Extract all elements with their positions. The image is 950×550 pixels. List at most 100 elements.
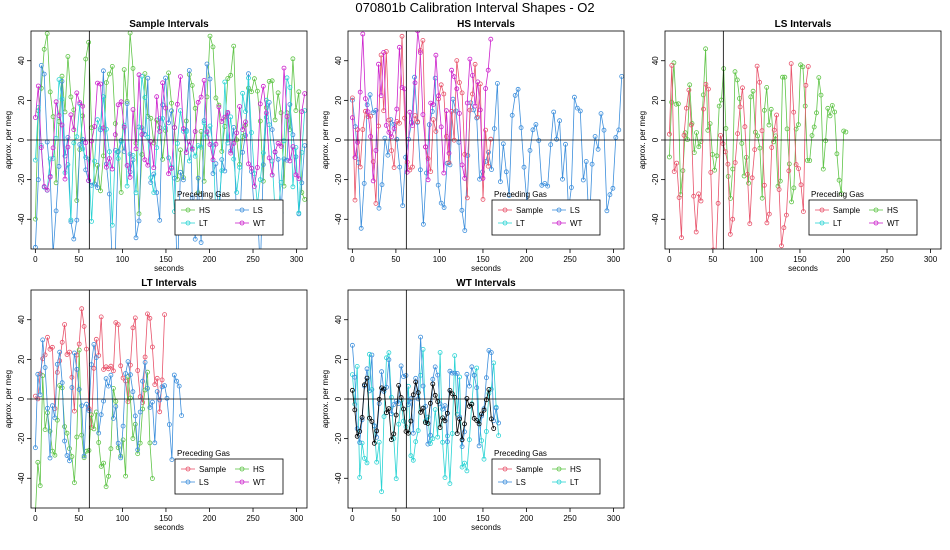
legend-entry-hs: HS [869, 206, 898, 215]
data-point [64, 430, 70, 436]
data-point [433, 128, 439, 134]
data-point [112, 121, 118, 126]
data-point [829, 103, 835, 108]
data-point [415, 31, 421, 34]
data-point [595, 146, 601, 152]
data-point [80, 146, 86, 152]
data-point [466, 383, 472, 389]
legend-label: Sample [833, 206, 861, 215]
data-point [72, 408, 77, 414]
data-point [811, 124, 817, 130]
data-point [290, 184, 296, 190]
data-point [454, 86, 460, 92]
data-point [104, 164, 109, 170]
data-point [410, 430, 416, 436]
data-point [376, 439, 382, 445]
data-point [727, 231, 733, 237]
data-point [488, 386, 494, 392]
x-tick-label: 50 [391, 255, 400, 264]
data-point [169, 165, 174, 171]
data-point [483, 127, 489, 133]
data-point [483, 397, 489, 403]
chart-title: Sample Intervals [129, 19, 209, 30]
data-point [275, 156, 281, 162]
y-tick-label: 20 [17, 354, 26, 363]
data-point [151, 165, 157, 171]
y-tick-label: 0 [334, 396, 343, 401]
data-point [42, 427, 48, 433]
data-point [354, 433, 360, 439]
data-point [423, 420, 428, 426]
data-point [477, 176, 483, 182]
data-point [56, 77, 62, 82]
data-point [163, 125, 169, 131]
data-point [149, 476, 155, 481]
data-point [65, 54, 71, 59]
data-point [349, 115, 355, 121]
data-point [120, 437, 126, 443]
data-point [172, 125, 177, 130]
data-point [385, 152, 391, 158]
data-point [104, 80, 109, 85]
data-point [518, 125, 524, 131]
data-point [381, 414, 387, 420]
data-point [118, 455, 124, 461]
data-point [589, 161, 595, 167]
data-point [50, 403, 55, 409]
data-point [174, 378, 180, 384]
y-tick-label: -40 [651, 213, 660, 225]
chart-title: LT Intervals [141, 278, 197, 289]
data-point [109, 166, 115, 172]
data-point [130, 107, 136, 112]
series-line [35, 339, 182, 461]
data-point [386, 350, 392, 356]
data-point [74, 366, 80, 372]
data-point [354, 426, 360, 432]
legend-swatch-point [185, 220, 191, 226]
data-point [818, 92, 824, 98]
data-point [186, 68, 192, 73]
data-point [278, 143, 284, 149]
data-point [137, 409, 143, 415]
data-point [237, 104, 243, 109]
data-point [106, 366, 111, 372]
data-point [779, 243, 784, 249]
data-point [410, 392, 416, 398]
y-tick-label: -40 [334, 213, 343, 225]
data-point [246, 71, 251, 77]
data-point [115, 148, 121, 154]
data-point [452, 353, 458, 359]
data-point [41, 184, 47, 189]
data-point [243, 133, 248, 138]
data-point [454, 370, 460, 376]
data-point [186, 158, 192, 164]
data-point [444, 439, 450, 445]
data-point [494, 81, 500, 86]
data-point [415, 119, 421, 125]
data-point [374, 434, 380, 440]
data-point [136, 218, 142, 224]
data-point [768, 106, 774, 112]
legend-entry-lt: LT [498, 219, 525, 228]
data-point [607, 192, 613, 198]
data-point [101, 366, 106, 372]
data-point [464, 100, 470, 106]
legend-label: LT [516, 219, 525, 228]
series-line [352, 36, 492, 204]
data-point [349, 95, 355, 101]
data-point [59, 339, 65, 345]
data-point [730, 216, 736, 222]
data-point [133, 190, 139, 196]
data-point [456, 111, 462, 116]
data-point [269, 172, 275, 178]
data-point [62, 424, 67, 430]
data-point [69, 385, 75, 390]
data-point [251, 76, 257, 82]
legend-swatch-point [185, 479, 191, 485]
data-point [530, 127, 536, 133]
data-point [432, 364, 438, 370]
data-point [71, 236, 77, 242]
data-point [474, 385, 480, 391]
data-point [386, 117, 392, 123]
y-tick-label: 40 [17, 315, 26, 324]
